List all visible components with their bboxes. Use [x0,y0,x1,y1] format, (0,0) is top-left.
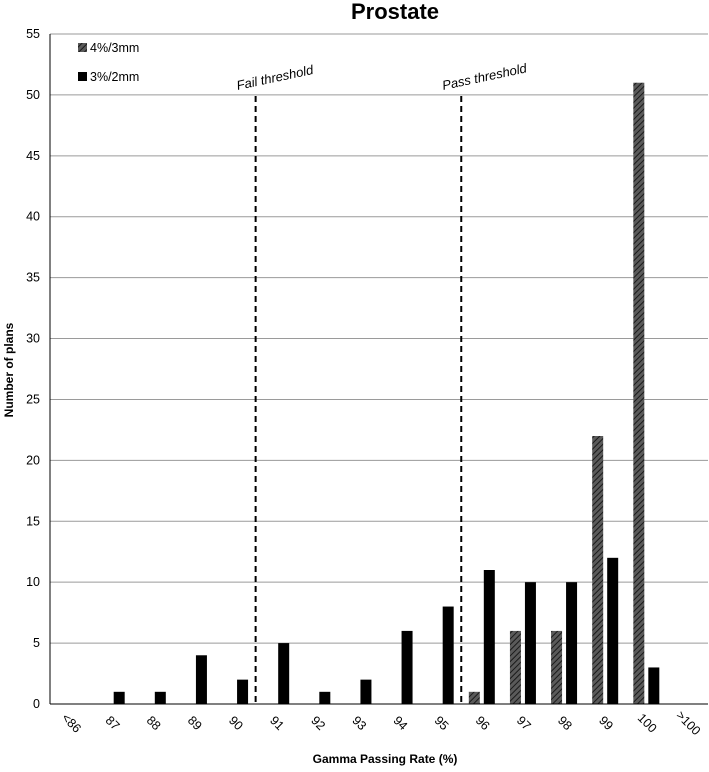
pass-threshold-label: Pass threshold [441,60,529,93]
y-tick-label: 5 [33,636,40,650]
y-axis-label: Number of plans [2,322,16,417]
x-tick-label: 97 [514,713,534,733]
fail-threshold-label: Fail threshold [235,62,315,93]
y-tick-label: 45 [26,149,40,163]
y-tick-label: 50 [26,88,40,102]
x-tick-label: 91 [267,713,287,733]
chart-title: Prostate [351,0,439,24]
bars [113,82,660,704]
bar-3-2mm-100 [648,667,660,704]
x-tick-label: 93 [349,713,369,733]
x-tick-label: 98 [555,713,575,733]
bar-4-3mm-97 [509,630,521,704]
y-tick-label: 10 [26,575,40,589]
legend-label-3-2mm: 3%/2mm [90,70,139,84]
y-tick-label: 55 [26,27,40,41]
x-tick-label: 92 [308,713,328,733]
x-tick-label: >100 [673,708,703,738]
x-tick-label: 88 [144,713,164,733]
x-axis-ticks: <86 87 88 89 90 91 92 93 94 95 96 97 98 99 100 >100 [59,708,703,738]
y-axis-ticks: 0 5 10 15 20 25 30 35 40 45 50 55 [26,27,40,711]
bar-3-2mm-95 [442,606,454,704]
bar-3-2mm-97 [524,582,536,704]
x-tick-label: 96 [473,713,493,733]
bar-3-2mm-93 [360,679,372,704]
bar-3-2mm-87 [113,691,125,704]
bar-3-2mm-90 [237,679,249,704]
x-tick-label: 87 [103,713,123,733]
x-tick-label: 89 [185,713,205,733]
bar-3-2mm-89 [195,655,207,704]
bar-3-2mm-99 [607,557,619,704]
y-tick-label: 35 [26,271,40,285]
y-tick-label: 15 [26,514,40,528]
x-tick-label: <86 [59,711,84,736]
bar-4-3mm-100 [633,82,645,704]
bar-4-3mm-99 [592,436,604,704]
x-tick-label: 95 [432,713,452,733]
x-axis-label: Gamma Passing Rate (%) [313,752,458,766]
bar-4-3mm-96 [468,691,480,704]
y-tick-label: 20 [26,453,40,467]
bar-3-2mm-98 [566,582,578,704]
gridlines [50,33,708,644]
y-tick-label: 40 [26,210,40,224]
legend: 4%/3mm 3%/2mm [78,41,139,84]
y-tick-label: 0 [33,697,40,711]
y-tick-label: 30 [26,332,40,346]
bar-4-3mm-98 [551,630,563,704]
x-tick-label: 94 [391,713,411,733]
bar-3-2mm-92 [319,691,331,704]
legend-swatch-solid [78,72,87,81]
bar-3-2mm-91 [278,643,290,704]
bar-3-2mm-88 [154,691,166,704]
x-tick-label: 99 [596,713,616,733]
legend-swatch-hatched [78,43,87,52]
bar-3-2mm-94 [401,630,413,704]
x-tick-label: 90 [226,713,246,733]
legend-label-4-3mm: 4%/3mm [90,41,139,55]
y-tick-label: 25 [26,392,40,406]
x-tick-label: 100 [635,711,660,736]
bar-3-2mm-96 [483,570,495,704]
